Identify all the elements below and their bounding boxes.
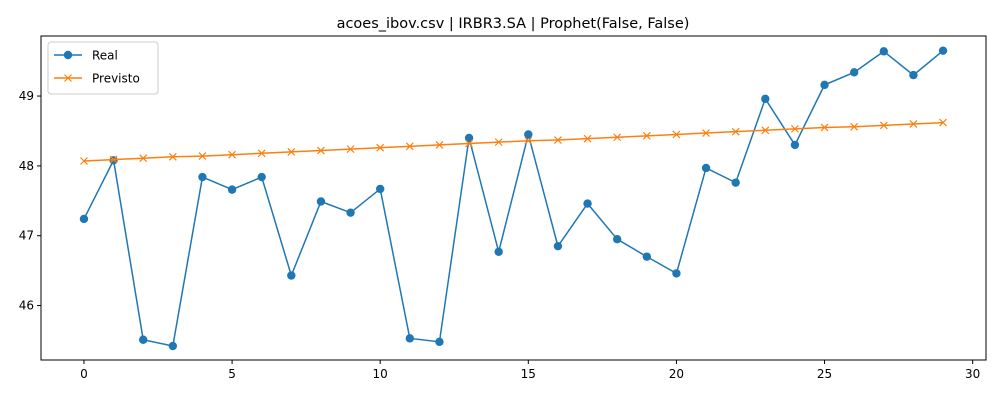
data-point-previsto [613, 133, 622, 142]
x-tick-label: 0 [80, 367, 88, 381]
data-point-real [257, 172, 266, 182]
data-point-real [139, 335, 148, 344]
series-line-real [83, 50, 944, 347]
data-point-real [375, 184, 385, 194]
data-point-previsto [317, 146, 325, 155]
data-point-previsto [346, 145, 355, 154]
data-point-previsto [879, 121, 888, 130]
data-point-real [790, 140, 800, 150]
x-tick-label: 20 [669, 367, 684, 381]
data-point-previsto [465, 139, 473, 148]
data-point-previsto [791, 124, 799, 133]
data-point-real [879, 47, 888, 56]
data-point-real [909, 70, 918, 80]
x-tick-label: 10 [373, 367, 388, 381]
data-point-real [287, 271, 296, 280]
legend-label-previsto: Previsto [92, 72, 140, 86]
chart-title: acoes_ibov.csv | IRBR3.SA | Prophet(Fals… [337, 16, 690, 32]
data-point-real [227, 185, 237, 194]
data-point-real [464, 133, 474, 143]
data-point-real [672, 269, 681, 278]
x-axis: 0 5 10 15 20 25 30 [80, 360, 980, 381]
data-point-previsto [524, 136, 533, 145]
data-point-previsto [761, 126, 770, 135]
data-point-real [701, 163, 711, 173]
y-tick-label: 46 [19, 299, 34, 313]
data-point-previsto [583, 134, 592, 143]
legend-marker-previsto [64, 74, 72, 82]
data-point-real [198, 172, 207, 182]
data-point-previsto [939, 118, 947, 127]
series-line-previsto [83, 121, 944, 162]
data-point-previsto [494, 138, 503, 147]
data-point-real [642, 252, 652, 261]
data-point-previsto [642, 131, 651, 140]
data-point-previsto [287, 147, 296, 156]
data-point-previsto [702, 129, 710, 137]
data-point-real [524, 130, 533, 139]
series-layer [79, 46, 948, 351]
data-point-previsto [80, 157, 88, 165]
data-point-previsto [850, 122, 859, 131]
data-point-real [79, 214, 89, 224]
y-axis: 46 47 48 49 [19, 89, 41, 313]
data-point-previsto [909, 120, 918, 128]
data-point-previsto [198, 152, 207, 161]
y-tick-label: 48 [19, 159, 34, 173]
data-point-previsto [168, 152, 177, 161]
data-point-real [849, 68, 859, 77]
data-point-real [938, 46, 948, 55]
data-point-real [583, 199, 592, 208]
data-point-real [405, 334, 415, 343]
data-point-previsto [405, 142, 414, 151]
data-point-real [168, 341, 178, 351]
legend: Real Previsto [47, 41, 159, 95]
data-point-previsto [109, 155, 118, 164]
data-point-previsto [731, 127, 740, 136]
data-point-previsto [228, 150, 236, 159]
legend-marker-real [63, 50, 73, 60]
data-point-previsto [672, 130, 681, 139]
data-point-previsto [139, 154, 148, 163]
data-point-real [316, 197, 326, 206]
data-point-real [494, 247, 503, 256]
data-point-real [346, 208, 355, 217]
data-point-previsto [554, 136, 562, 144]
data-point-real [820, 80, 829, 90]
x-tick-label: 15 [521, 367, 536, 381]
y-tick-label: 49 [19, 89, 34, 103]
data-point-real [731, 178, 740, 187]
data-point-previsto [820, 123, 829, 132]
x-tick-label: 30 [965, 367, 980, 381]
legend-label-real: Real [92, 49, 118, 63]
data-point-previsto [376, 143, 385, 152]
data-point-real [612, 234, 622, 244]
data-point-previsto [435, 141, 444, 149]
y-tick-label: 47 [19, 229, 34, 243]
data-point-real [553, 241, 563, 251]
plot-frame [40, 35, 987, 361]
x-tick-label: 5 [228, 367, 236, 381]
data-point-previsto [257, 149, 266, 158]
x-tick-label: 25 [817, 367, 832, 381]
data-point-real [435, 337, 444, 347]
data-point-real [761, 94, 770, 104]
